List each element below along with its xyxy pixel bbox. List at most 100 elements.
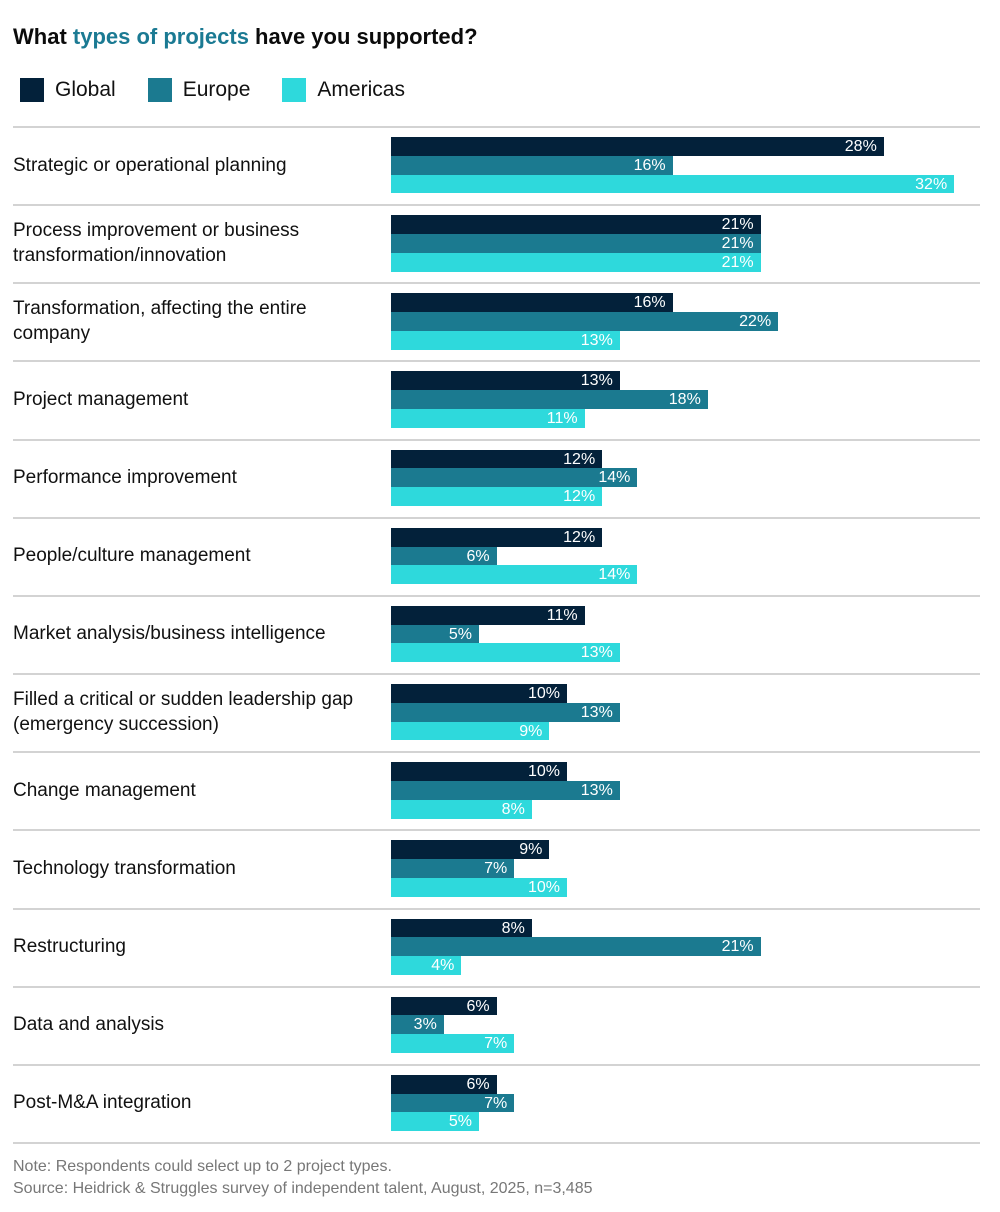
bar-europe: 14%: [391, 468, 638, 488]
category-row: Restructuring 8% 21% 4%: [0, 908, 980, 986]
category-label: Technology transformation: [13, 857, 236, 879]
category-label: Post-M&A integration: [13, 1092, 192, 1114]
bar-americas: 7%: [391, 1034, 515, 1054]
bar-americas: 12%: [391, 487, 603, 506]
category-label: Process improvement or business transfor…: [13, 220, 300, 267]
data-label: 4%: [431, 957, 455, 975]
data-label: 16%: [633, 156, 666, 174]
title-part: What: [13, 24, 73, 49]
legend-item-europe: Europe: [147, 78, 251, 102]
data-label: 7%: [484, 860, 508, 878]
legend-item-americas: Americas: [282, 78, 405, 102]
legend-swatch-global: [20, 78, 44, 102]
data-label: 9%: [519, 841, 543, 859]
bar-americas: 14%: [391, 565, 638, 585]
bar-global: 11%: [391, 605, 585, 625]
bar-europe: 21%: [391, 233, 761, 253]
bar-global: 13%: [391, 371, 620, 391]
row-divider: [13, 516, 980, 519]
bar-americas: 13%: [391, 643, 620, 663]
row-divider: [13, 673, 980, 676]
category-label: Data and analysis: [13, 1014, 165, 1036]
data-label: 14%: [598, 566, 631, 584]
category-label: Filled a critical or sudden leadership g…: [13, 689, 354, 736]
category-label: Restructuring: [13, 936, 126, 957]
legend-label: Americas: [317, 78, 405, 101]
data-label: 14%: [598, 469, 631, 487]
legend-label: Global: [55, 78, 116, 101]
bar-global: 12%: [391, 527, 603, 547]
row-divider: [13, 594, 980, 597]
category-row: Strategic or operational planning 28% 16% 3…: [0, 126, 980, 204]
category-row: Process improvement or business transfor…: [0, 204, 980, 282]
data-label: 21%: [721, 216, 754, 234]
bar-americas: 11%: [391, 409, 585, 428]
chart-title: What types of projects have you supporte…: [13, 24, 478, 50]
data-label: 6%: [466, 547, 490, 565]
data-label: 13%: [580, 703, 613, 721]
bar-global: 6%: [391, 1074, 497, 1094]
bar-global: 9%: [391, 840, 550, 860]
category-row: Project management 13% 18% 11%: [0, 360, 980, 438]
bar-europe: 13%: [391, 702, 620, 722]
category-row: Performance improvement 12% 14% 12%: [0, 439, 980, 517]
data-label: 9%: [519, 722, 543, 740]
bar-global: 10%: [391, 762, 567, 781]
data-label: 11%: [546, 606, 578, 624]
data-label: 10%: [527, 763, 560, 781]
bar-americas: 32%: [391, 174, 955, 194]
bar-americas: 8%: [391, 799, 532, 819]
bar-global: 16%: [391, 293, 673, 313]
bar-global: 10%: [391, 684, 567, 703]
data-label: 21%: [721, 938, 754, 956]
legend-swatch-americas: [282, 78, 307, 102]
category-row: Change management 10% 13% 8%: [0, 751, 980, 829]
category-label: Market analysis/business intelligence: [13, 623, 326, 645]
bar-europe: 21%: [391, 937, 761, 957]
bar-americas: 13%: [391, 330, 620, 350]
bar-europe: 5%: [391, 624, 479, 644]
data-label: 16%: [633, 294, 666, 312]
bar-global: 12%: [391, 449, 603, 469]
data-label: 12%: [563, 450, 596, 468]
data-label: 21%: [721, 234, 754, 252]
category-label: People/culture management: [13, 545, 251, 567]
data-label: 13%: [580, 372, 613, 390]
bar-europe: 3%: [391, 1015, 444, 1035]
category-label: Strategic or operational planning: [13, 154, 287, 176]
row-divider: [13, 985, 980, 988]
bar-americas: 9%: [391, 721, 550, 741]
bar-americas: 21%: [391, 252, 761, 272]
title-highlight: types of projects: [72, 24, 249, 49]
bar-global: 28%: [391, 137, 884, 156]
bar-global: 21%: [391, 215, 761, 234]
bar-global: 8%: [391, 918, 532, 938]
data-label: 7%: [484, 1094, 508, 1112]
row-divider: [13, 438, 980, 441]
category-label: Change management: [13, 779, 196, 801]
legend: Global Europe Americas: [20, 78, 437, 102]
legend-label: Europe: [182, 78, 251, 101]
data-label: 10%: [527, 878, 560, 896]
data-label: 10%: [527, 685, 560, 703]
data-label: 12%: [563, 488, 596, 506]
data-label: 13%: [580, 331, 613, 349]
category-row: Post-M&A integration 6% 7% 5%: [0, 1064, 980, 1142]
legend-item-global: Global: [20, 78, 116, 102]
data-label: 21%: [721, 253, 754, 271]
bar-americas: 4%: [391, 956, 462, 975]
category-row: Filled a critical or sudden leadership g…: [0, 673, 980, 751]
data-label: 12%: [563, 528, 596, 546]
data-label: 18%: [668, 391, 701, 409]
category-row: Technology transformation 9% 7% 10%: [0, 829, 980, 907]
bar-americas: 10%: [391, 877, 567, 897]
category-label: Transformation, affecting the entire com…: [13, 298, 307, 345]
data-label: 3%: [413, 1016, 437, 1034]
source-text: Source: Heidrick & Struggles survey of i…: [13, 1180, 593, 1197]
data-label: 22%: [739, 313, 772, 331]
row-divider: [13, 126, 980, 128]
row-divider: [13, 751, 980, 754]
note-text: Note: Respondents could select up to 2 p…: [13, 1158, 392, 1175]
bar-europe: 22%: [391, 312, 779, 331]
category-row: Transformation, affecting the entire com…: [0, 282, 980, 360]
